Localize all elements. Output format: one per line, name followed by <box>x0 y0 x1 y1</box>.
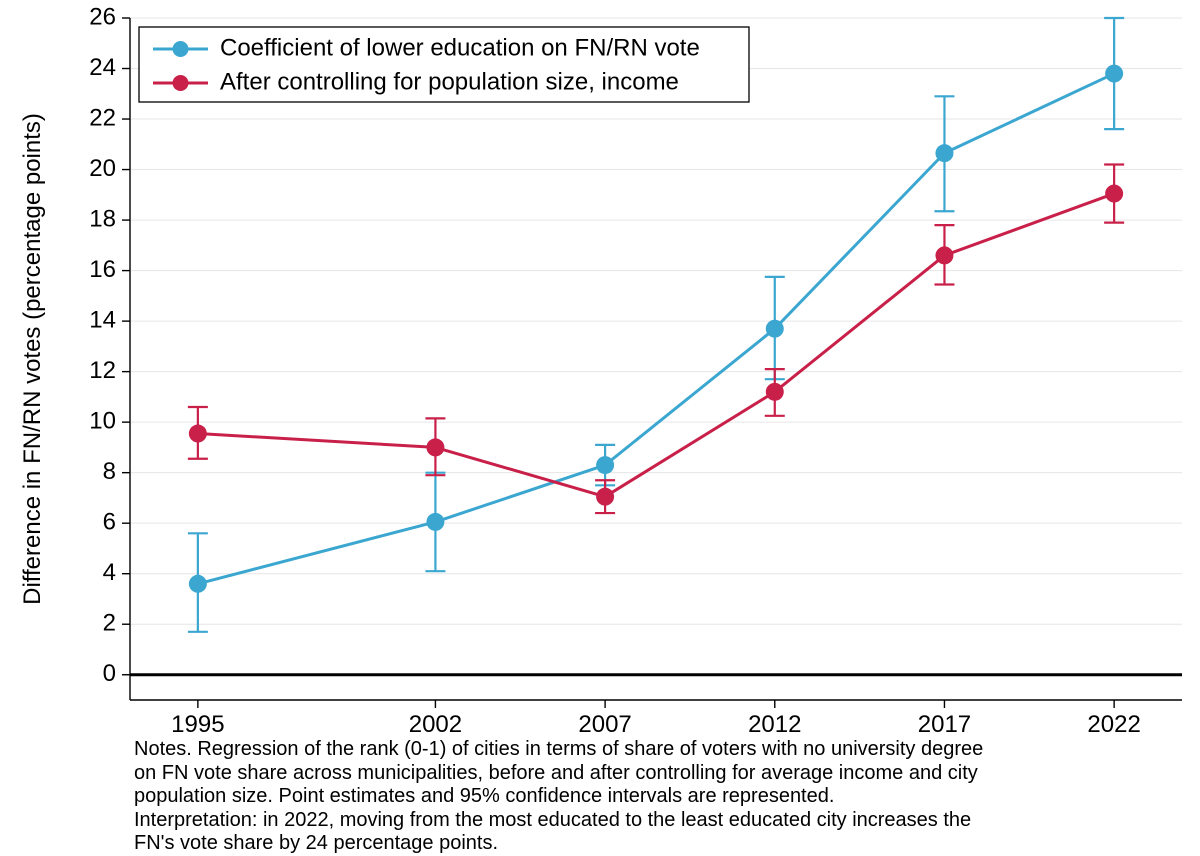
y-tick-label: 26 <box>89 3 116 30</box>
series-baseline-marker <box>189 575 207 593</box>
chart-container: 0246810121416182022242619952002200720122… <box>0 0 1200 856</box>
x-tick-label: 2017 <box>918 711 971 738</box>
y-tick-label: 14 <box>89 306 116 333</box>
series-controlled-marker <box>766 383 784 401</box>
x-tick-label: 2022 <box>1087 711 1140 738</box>
y-tick-label: 8 <box>103 458 116 485</box>
x-tick-label: 1995 <box>171 711 224 738</box>
y-tick-label: 20 <box>89 155 116 182</box>
y-tick-label: 0 <box>103 660 116 687</box>
notes-line: population size. Point estimates and 95%… <box>134 785 1189 809</box>
x-tick-label: 2012 <box>748 711 801 738</box>
legend-label: Coefficient of lower education on FN/RN … <box>220 34 700 61</box>
notes-line: Notes. Regression of the rank (0-1) of c… <box>134 738 1189 762</box>
y-axis-label: Difference in FN/RN votes (percentage po… <box>19 113 46 605</box>
legend-marker <box>173 75 189 91</box>
legend-label: After controlling for population size, i… <box>220 68 679 95</box>
series-controlled-marker <box>426 438 444 456</box>
series-baseline-marker <box>596 456 614 474</box>
y-tick-label: 24 <box>89 54 116 81</box>
y-tick-label: 10 <box>89 407 116 434</box>
series-baseline-marker <box>935 144 953 162</box>
y-tick-label: 16 <box>89 256 116 283</box>
series-baseline-marker <box>426 513 444 531</box>
legend-marker <box>173 41 189 57</box>
notes-line: on FN vote share across municipalities, … <box>134 762 1189 786</box>
series-baseline-marker <box>766 320 784 338</box>
y-tick-label: 18 <box>89 205 116 232</box>
y-tick-label: 22 <box>89 104 116 131</box>
y-tick-label: 12 <box>89 357 116 384</box>
x-tick-label: 2002 <box>409 711 462 738</box>
chart-notes: Notes. Regression of the rank (0-1) of c… <box>134 738 1189 856</box>
series-controlled-marker <box>1105 185 1123 203</box>
series-baseline-marker <box>1105 65 1123 83</box>
y-tick-label: 6 <box>103 509 116 536</box>
notes-line: FN's vote share by 24 percentage points. <box>134 832 1189 856</box>
notes-line: Interpretation: in 2022, moving from the… <box>134 809 1189 833</box>
y-tick-label: 2 <box>103 610 116 637</box>
x-tick-label: 2007 <box>578 711 631 738</box>
series-controlled-marker <box>935 246 953 264</box>
y-tick-label: 4 <box>103 559 116 586</box>
series-controlled-marker <box>189 425 207 443</box>
line-chart: 0246810121416182022242619952002200720122… <box>0 0 1200 856</box>
series-controlled-marker <box>596 488 614 506</box>
